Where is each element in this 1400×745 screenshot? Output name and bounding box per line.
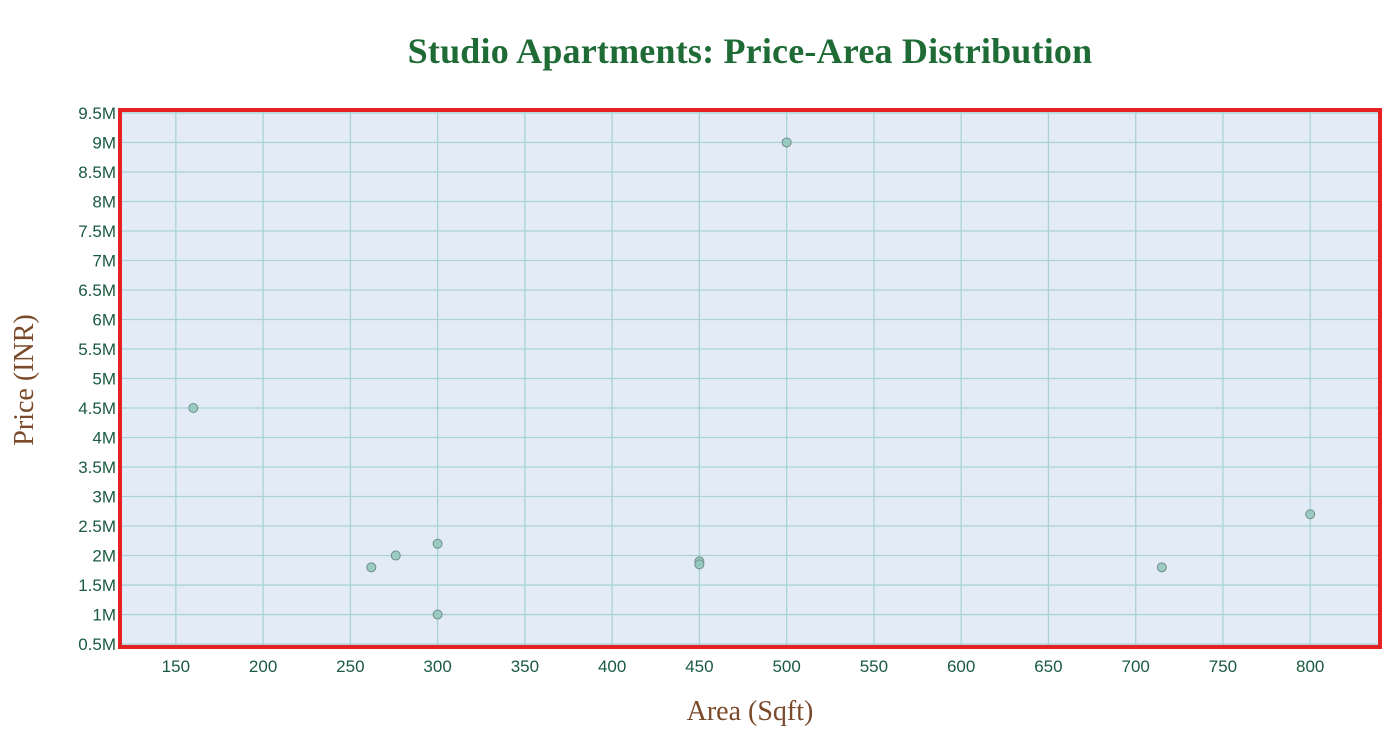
y-axis-title: Price (INR) <box>9 314 40 445</box>
x-tick-label: 300 <box>423 657 451 676</box>
data-point[interactable] <box>188 403 199 414</box>
x-tick-label: 400 <box>598 657 626 676</box>
data-point[interactable] <box>1156 562 1167 573</box>
data-point[interactable] <box>366 562 377 573</box>
y-tick-label: 6.5M <box>78 281 116 300</box>
x-tick-label: 600 <box>947 657 975 676</box>
y-tick-label: 2.5M <box>78 517 116 536</box>
x-tick-label: 150 <box>162 657 190 676</box>
grid-lines <box>120 110 1380 647</box>
x-tick-label: 550 <box>860 657 888 676</box>
y-tick-label: 0.5M <box>78 635 116 654</box>
data-point[interactable] <box>390 550 401 561</box>
x-tick-label: 800 <box>1296 657 1324 676</box>
y-tick-label: 8.5M <box>78 163 116 182</box>
y-axis-ticks: 0.5M 1M 1.5M 2M 2.5M 3M 3.5M 4M 4.5M 5M 5.5M 6M 6.5M… <box>78 104 116 654</box>
x-tick-label: 650 <box>1034 657 1062 676</box>
y-tick-label: 3M <box>92 488 116 507</box>
x-tick-label: 700 <box>1121 657 1149 676</box>
data-point[interactable] <box>694 559 705 570</box>
x-tick-label: 350 <box>511 657 539 676</box>
x-tick-label: 500 <box>772 657 800 676</box>
y-tick-label: 2M <box>92 547 116 566</box>
data-point[interactable] <box>432 538 443 549</box>
y-tick-label: 5M <box>92 370 116 389</box>
y-tick-label: 4.5M <box>78 399 116 418</box>
x-tick-label: 200 <box>249 657 277 676</box>
y-tick-label: 1.5M <box>78 576 116 595</box>
y-tick-label: 6M <box>92 310 116 329</box>
x-tick-label: 750 <box>1209 657 1237 676</box>
x-axis-title: Area (Sqft) <box>687 696 814 727</box>
y-tick-label: 7.5M <box>78 222 116 241</box>
y-tick-label: 9M <box>92 133 116 152</box>
data-point[interactable] <box>781 137 792 148</box>
y-tick-label: 7M <box>92 251 116 270</box>
y-tick-label: 9.5M <box>78 104 116 123</box>
data-points <box>188 137 1316 620</box>
x-tick-label: 450 <box>685 657 713 676</box>
x-tick-label: 250 <box>336 657 364 676</box>
data-point[interactable] <box>1305 509 1316 520</box>
y-tick-label: 3.5M <box>78 458 116 477</box>
chart-title: Studio Apartments: Price-Area Distributi… <box>407 31 1093 71</box>
plot-frame <box>118 108 1382 649</box>
y-tick-label: 4M <box>92 429 116 448</box>
x-axis-ticks: 150 200 250 300 350 400 450 500 550 600 650 700 750 8… <box>162 657 1325 676</box>
y-tick-label: 1M <box>92 606 116 625</box>
y-tick-label: 8M <box>92 192 116 211</box>
y-tick-label: 5.5M <box>78 340 116 359</box>
data-point[interactable] <box>432 609 443 620</box>
